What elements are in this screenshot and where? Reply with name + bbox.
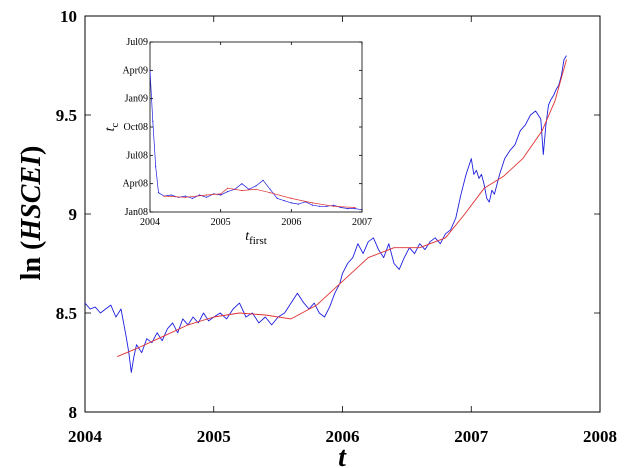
inset-series-fit-point [227,187,229,189]
inset-series-fit-point [241,189,243,192]
inset-y-tick-label: Jan08 [125,207,148,218]
inset-x-tick-label: 2005 [211,217,231,228]
inset-series-raw-point [152,120,154,122]
inset-series-fit-point [220,193,222,195]
main-series-layer [84,55,567,373]
main-series-raw-line [84,55,567,373]
inset-series-raw-point [191,197,193,199]
inset-series-raw-point [198,194,201,196]
inset-series-fit-point [311,202,314,204]
inset-y-tick-label: Apr08 [122,179,148,190]
inset-series-raw-point [255,185,257,187]
inset-series-fit-point [205,194,208,196]
inset-chart: 2004 2005 2006 2007 Jan08 Apr08 Jul08 Oct08 Jan0… [103,37,372,247]
inset-y-axis-label-main: t [103,126,118,131]
inset-series-raw-point [220,194,222,196]
inset-series-raw-point [311,204,314,206]
main-x-tick-label: 2006 [326,427,360,446]
inset-series-fit-point [255,188,257,190]
main-y-tick-label: 9.5 [56,106,77,125]
inset-series-fit-line [164,187,355,208]
main-y-axis-label-suffix: ) [16,146,47,155]
inset-series-fit-point [163,195,165,197]
inset-series-raw-point [184,195,186,197]
main-x-tick-label: 2004 [68,427,103,446]
inset-series-fit-point [354,206,356,209]
main-x-tick-label: 2007 [454,427,489,446]
main-y-tick-label: 8 [69,403,78,422]
inset-series-raw-point [340,206,342,209]
inset-series-fit-point [269,192,271,194]
inset-series-layer [149,69,363,211]
main-y-axis-label: ln (HSCEI) [16,146,47,281]
inset-series-raw-point [290,202,292,204]
inset-series-raw-point [262,179,264,181]
inset-x-axis-label-main: t [245,229,250,244]
inset-series-raw-point [241,183,243,185]
inset-y-tick-label: Jul09 [126,37,148,48]
inset-series-raw-point [269,188,271,190]
inset-series-raw-point [205,196,208,198]
inset-background [150,42,362,212]
inset-series-raw-point [326,205,328,207]
inset-series-raw-point [333,204,335,206]
inset-series-raw-point [227,191,229,193]
inset-y-tick-label: Apr09 [122,65,148,76]
main-y-axis-label-prefix: ln ( [16,241,47,281]
inset-x-tick-label: 2004 [140,217,160,228]
inset-series-raw-point [155,166,157,168]
inset-y-tick-label: Oct08 [124,122,148,133]
main-y-axis-label-var: HSCEI [16,154,47,242]
inset-series-fit-point [333,205,335,207]
inset-series-raw-point [297,203,299,205]
main-series-fit-line [117,59,567,358]
main-y-tick-label: 8.5 [56,304,77,323]
inset-series-fit-point [184,196,186,198]
inset-series-raw-point [170,194,172,196]
main-ticks-layer: 2004 2005 2006 2007 2008 8 8.5 9 9.5 10 [56,7,617,446]
inset-x-axis-label: tfirst [245,229,267,247]
inset-y-tick-label: Jul08 [126,150,148,161]
inset-y-axis-label: tc [103,123,121,132]
inset-x-axis-label-sub: first [249,235,267,247]
inset-series-fit-point [290,197,292,199]
inset-series-raw-point [276,197,278,199]
inset-series-raw-point [319,205,321,207]
inset-y-axis-label-sub: c [109,123,121,128]
inset-y-tick-label: Jan09 [125,94,148,105]
main-x-tick-label: 2005 [197,427,231,446]
main-x-axis-label: t [338,442,347,468]
inset-series-raw-point [354,208,356,210]
inset-x-tick-label: 2007 [352,217,372,228]
main-y-tick-label: 9 [69,205,78,224]
main-x-tick-label: 2008 [583,427,617,446]
inset-series-raw-point [347,208,349,210]
inset-x-tick-label: 2006 [281,217,301,228]
inset-series-raw-point [157,192,160,194]
inset-ticks-layer: 2004 2005 2006 2007 Jan08 Apr08 Jul08 Oct08 Jan0… [122,37,372,228]
main-chart: 2004 2005 2006 2007 2008 8 8.5 9 9.5 10 t ln (HSC… [16,7,617,468]
main-y-tick-label: 10 [60,7,77,26]
inset-series-raw-point [283,200,285,202]
